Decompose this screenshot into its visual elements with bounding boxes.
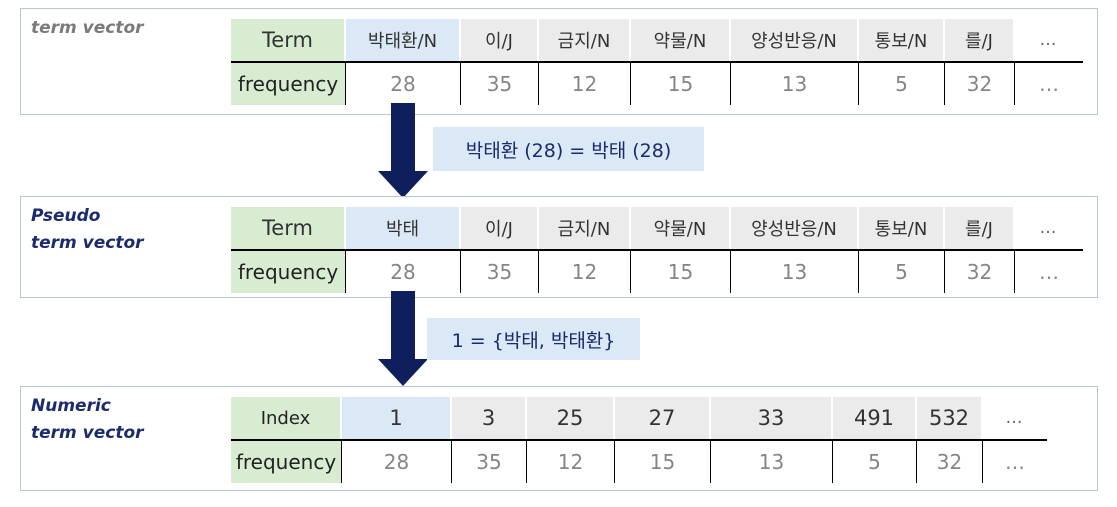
panel-title: Pseudo term vector [31,206,144,253]
term-vector-panel: term vector Term 박태환/N 이/J 금지/N 약물/N 양성반… [20,8,1098,115]
term-cell: 를/J [945,19,1015,61]
frequency-cell: 35 [461,251,539,293]
term-cell: 금지/N [539,207,631,249]
frequency-cell: 35 [452,441,527,483]
transformation-note: 1 = {박태, 박태환} [427,318,640,360]
frequency-cell: 15 [631,251,731,293]
term-row: Term 박태 이/J 금지/N 약물/N 양성반응/N 통보/N 를/J … [231,207,1083,249]
term-cell: 통보/N [859,19,945,61]
frequency-row: frequency 28 35 12 15 13 5 32 … [231,439,1047,483]
panel-title: term vector [31,18,144,38]
down-arrow-icon [378,103,428,198]
pseudo-term-vector-panel: Pseudo term vector Term 박태 이/J 금지/N 약물/N… [20,196,1098,298]
frequency-cell: 13 [731,251,859,293]
term-cell: 양성반응/N [731,207,859,249]
frequency-cell: 13 [711,441,833,483]
transformation-note: 박태환 (28) = 박태 (28) [433,127,704,171]
down-arrow-icon [378,291,428,386]
term-cell: 박태환/N [346,19,461,61]
term-cell: 를/J [945,207,1015,249]
term-cell: 약물/N [631,19,731,61]
frequency-header-label: frequency [231,441,342,483]
frequency-cell: 5 [859,251,945,293]
more-ellipsis: … [1015,207,1083,249]
index-cell: 491 [833,397,917,439]
frequency-cell: 32 [917,441,983,483]
numeric-term-vector-panel: Numeric term vector Index 1 3 25 27 33 4… [20,386,1098,491]
frequency-cell: 12 [539,63,631,105]
index-cell: 532 [917,397,983,439]
frequency-cell: 15 [631,63,731,105]
frequency-cell: 5 [859,63,945,105]
frequency-cell: 12 [527,441,615,483]
frequency-cell: 32 [945,251,1015,293]
index-header-label: Index [231,397,342,439]
more-ellipsis: … [983,397,1047,439]
term-cell: 금지/N [539,19,631,61]
index-cell: 3 [452,397,527,439]
more-ellipsis: … [1015,63,1083,105]
frequency-cell: 35 [461,63,539,105]
term-vector-table: Term 박태환/N 이/J 금지/N 약물/N 양성반응/N 통보/N 를/J… [231,19,1083,105]
term-header-label: Term [231,207,346,249]
index-cell: 27 [615,397,711,439]
frequency-row: frequency 28 35 12 15 13 5 32 … [231,61,1083,105]
frequency-cell: 12 [539,251,631,293]
more-ellipsis: … [983,441,1047,483]
frequency-cell: 13 [731,63,859,105]
frequency-row: frequency 28 35 12 15 13 5 32 … [231,249,1083,293]
frequency-cell: 32 [945,63,1015,105]
term-cell: 이/J [461,207,539,249]
frequency-cell: 5 [833,441,917,483]
term-cell: 통보/N [859,207,945,249]
more-ellipsis: … [1015,19,1083,61]
frequency-header-label: frequency [231,251,346,293]
frequency-cell: 28 [346,251,461,293]
index-cell: 33 [711,397,833,439]
panel-title: Numeric term vector [31,396,144,443]
frequency-cell: 28 [346,63,461,105]
index-cell: 25 [527,397,615,439]
index-row: Index 1 3 25 27 33 491 532 … [231,397,1047,439]
term-cell: 박태 [346,207,461,249]
frequency-cell: 15 [615,441,711,483]
pseudo-term-vector-table: Term 박태 이/J 금지/N 약물/N 양성반응/N 통보/N 를/J … … [231,207,1083,293]
index-cell: 1 [342,397,452,439]
term-cell: 양성반응/N [731,19,859,61]
term-header-label: Term [231,19,346,61]
term-row: Term 박태환/N 이/J 금지/N 약물/N 양성반응/N 통보/N 를/J… [231,19,1083,61]
more-ellipsis: … [1015,251,1083,293]
numeric-term-vector-table: Index 1 3 25 27 33 491 532 … frequency 2… [231,397,1047,483]
term-cell: 약물/N [631,207,731,249]
frequency-header-label: frequency [231,63,346,105]
term-cell: 이/J [461,19,539,61]
frequency-cell: 28 [342,441,452,483]
